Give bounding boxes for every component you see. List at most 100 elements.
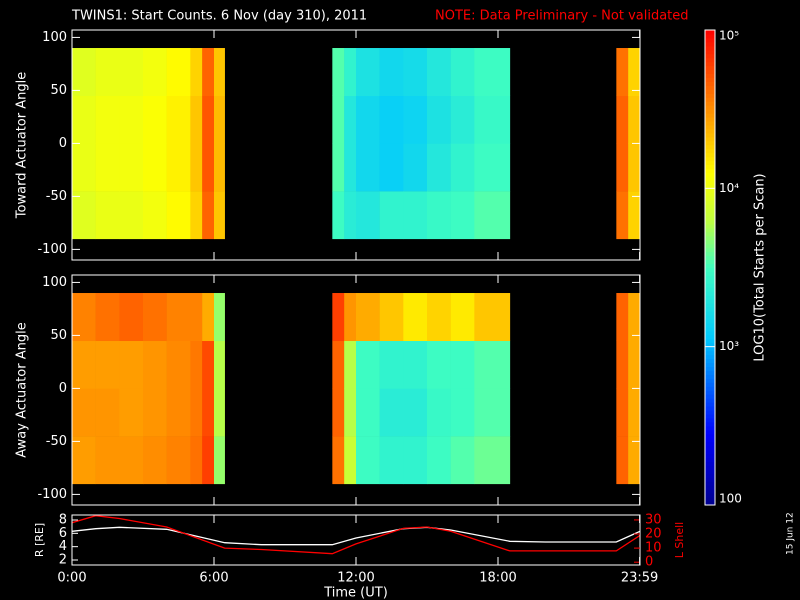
colorbar-step xyxy=(705,204,715,209)
heatmap-cell xyxy=(166,143,191,192)
heatmap-cell xyxy=(474,436,511,485)
heatmap-cell xyxy=(214,436,225,485)
heatmap-cell xyxy=(202,95,215,144)
heatmap-cell xyxy=(95,388,120,437)
heatmap-cell xyxy=(616,340,629,389)
colorbar-step xyxy=(705,311,715,316)
heatmap-cell xyxy=(202,143,215,192)
colorbar-step xyxy=(705,275,715,280)
colorbar-step xyxy=(705,410,715,415)
heatmap-cell xyxy=(166,191,191,240)
colorbar-step xyxy=(705,81,715,86)
colorbar-step xyxy=(705,176,715,181)
colorbar-label: LOG10(Total Starts per Scan) xyxy=(753,173,768,361)
colorbar-step xyxy=(705,85,715,90)
colorbar-step xyxy=(705,358,715,363)
heatmap-cell xyxy=(119,48,144,97)
colorbar-step xyxy=(705,449,715,455)
heatmap-cell xyxy=(72,95,96,144)
colorbar-step xyxy=(705,172,715,177)
heatmap-cell xyxy=(332,95,345,144)
heatmap-cell xyxy=(616,293,629,342)
y-tick-label: 50 xyxy=(50,328,67,343)
heatmap-cell xyxy=(202,48,215,97)
series-line xyxy=(72,526,640,546)
heatmap-cell xyxy=(332,191,345,240)
heatmap-cell xyxy=(450,436,475,485)
colorbar-step xyxy=(705,366,715,371)
footer-date: 15 Jun 12 xyxy=(786,512,796,555)
colorbar-step xyxy=(705,461,715,466)
chart-note: NOTE: Data Preliminary - Not validated xyxy=(435,9,689,24)
heatmap-cell xyxy=(190,293,203,342)
heatmap-cell xyxy=(616,48,629,97)
heatmap-cell xyxy=(474,340,511,389)
y-tick-label: 2 xyxy=(59,553,67,568)
y2-axis-label: L Shell xyxy=(673,522,686,558)
colorbar-step xyxy=(705,77,715,82)
colorbar-step xyxy=(705,485,715,490)
heatmap-cell xyxy=(356,95,380,144)
x-tick-label: 12:00 xyxy=(337,571,374,586)
heatmap-cell xyxy=(143,388,167,437)
colorbar-step xyxy=(705,303,715,308)
heatmap-cell xyxy=(332,293,345,342)
heatmap-cell xyxy=(119,191,144,240)
heatmap-cell xyxy=(119,293,144,342)
colorbar-tick-label: 100 xyxy=(719,492,742,506)
colorbar-step xyxy=(705,53,715,59)
colorbar-step xyxy=(705,406,715,411)
colorbar-step xyxy=(705,489,715,494)
colorbar-step xyxy=(705,125,715,130)
heatmap-cell xyxy=(214,388,225,437)
colorbar-step xyxy=(705,394,715,399)
y-tick-label: -100 xyxy=(37,487,67,502)
heatmap-cell xyxy=(202,340,215,389)
heatmap-cell xyxy=(379,95,404,144)
heatmap-cell xyxy=(474,48,511,97)
colorbar-step xyxy=(705,33,715,39)
heatmap-cell xyxy=(143,436,167,485)
heatmap-cell xyxy=(356,436,380,485)
heatmap-cell xyxy=(628,293,641,342)
heatmap-cell xyxy=(72,340,96,389)
y-tick-label: 8 xyxy=(59,513,67,528)
heatmap-cell xyxy=(143,48,167,97)
colorbar-step xyxy=(705,259,715,265)
colorbar-step xyxy=(705,441,715,447)
colorbar-step xyxy=(705,501,715,506)
colorbar-step xyxy=(705,386,715,391)
heatmap-cell xyxy=(166,95,191,144)
heatmap-cell xyxy=(143,143,167,192)
colorbar-step xyxy=(705,362,715,367)
colorbar-step xyxy=(705,121,715,126)
colorbar-step xyxy=(705,160,715,166)
heatmap-cell xyxy=(403,48,428,97)
colorbar-step xyxy=(705,223,715,229)
colorbar-step xyxy=(705,57,715,63)
heatmap-cell xyxy=(403,95,428,144)
heatmap-cell xyxy=(119,388,144,437)
heatmap-cell xyxy=(332,340,345,389)
heatmap-cell xyxy=(344,143,357,192)
heatmap-cell xyxy=(403,436,428,485)
heatmap-cell xyxy=(72,191,96,240)
colorbar-step xyxy=(705,342,715,348)
heatmap-cell xyxy=(628,48,641,97)
colorbar-step xyxy=(705,37,715,43)
colorbar-step xyxy=(705,299,715,304)
colorbar-step xyxy=(705,322,715,328)
heatmap-cell xyxy=(616,191,629,240)
colorbar-step xyxy=(705,65,715,71)
x-tick-label: 23:59 xyxy=(621,571,658,586)
heatmap-cell xyxy=(72,293,96,342)
heatmap-cell xyxy=(190,48,203,97)
y-tick-label: -50 xyxy=(46,189,67,204)
heatmap-cell xyxy=(379,48,404,97)
heatmap-cell xyxy=(214,191,225,240)
heatmap-cell xyxy=(450,95,475,144)
heatmap-cell xyxy=(344,340,357,389)
colorbar-step xyxy=(705,390,715,395)
heatmap-cell xyxy=(616,143,629,192)
